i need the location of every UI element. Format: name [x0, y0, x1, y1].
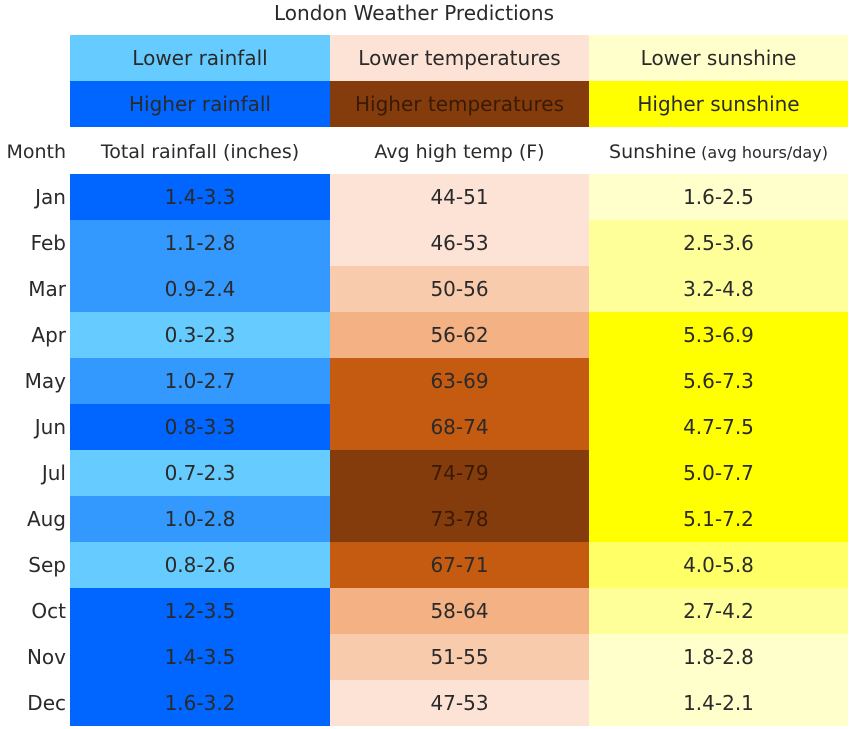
- rainfall-cell-may: 1.0-2.7: [70, 358, 330, 404]
- sunshine-cell-jun: 4.7-7.5: [589, 404, 848, 450]
- legend-low-sunshine: Lower sunshine: [589, 35, 848, 81]
- rainfall-cell-jun: 0.8-3.3: [70, 404, 330, 450]
- legend-high-temperature: Higher temperatures: [330, 81, 589, 127]
- rainfall-cell-sep: 0.8-2.6: [70, 542, 330, 588]
- column-header-month: Month: [6, 141, 66, 163]
- column-header-sunshine: Sunshine (avg hours/day): [589, 129, 848, 175]
- month-label-oct: Oct: [31, 599, 66, 623]
- sunshine-cell-sep: 4.0-5.8: [589, 542, 848, 588]
- rainfall-cell-feb: 1.1-2.8: [70, 220, 330, 266]
- temp-cell-nov: 51-55: [330, 634, 589, 680]
- month-label-jul: Jul: [41, 461, 66, 485]
- sunshine-header-label: Sunshine: [609, 141, 697, 163]
- month-label-apr: Apr: [31, 323, 66, 347]
- temp-cell-jun: 68-74: [330, 404, 589, 450]
- month-label-jan: Jan: [35, 185, 66, 209]
- rainfall-cell-oct: 1.2-3.5: [70, 588, 330, 634]
- temp-cell-aug: 73-78: [330, 496, 589, 542]
- month-label-may: May: [24, 369, 66, 393]
- column-header-temp: Avg high temp (F): [374, 141, 545, 163]
- rainfall-cell-dec: 1.6-3.2: [70, 680, 330, 726]
- sunshine-cell-aug: 5.1-7.2: [589, 496, 848, 542]
- temp-cell-dec: 47-53: [330, 680, 589, 726]
- temp-cell-sep: 67-71: [330, 542, 589, 588]
- rainfall-cell-apr: 0.3-2.3: [70, 312, 330, 358]
- sunshine-cell-may: 5.6-7.3: [589, 358, 848, 404]
- legend-low-temperature: Lower temperatures: [330, 35, 589, 81]
- sunshine-cell-nov: 1.8-2.8: [589, 634, 848, 680]
- column-header-rainfall: Total rainfall (inches): [100, 141, 300, 163]
- temp-cell-mar: 50-56: [330, 266, 589, 312]
- rainfall-cell-nov: 1.4-3.5: [70, 634, 330, 680]
- temp-cell-feb: 46-53: [330, 220, 589, 266]
- month-label-mar: Mar: [28, 277, 66, 301]
- sunshine-header-unit: (avg hours/day): [701, 142, 828, 162]
- month-label-jun: Jun: [34, 415, 66, 439]
- month-label-dec: Dec: [27, 691, 66, 715]
- rainfall-cell-jul: 0.7-2.3: [70, 450, 330, 496]
- chart-title: London Weather Predictions: [273, 1, 554, 25]
- legend-high-rainfall: Higher rainfall: [70, 81, 330, 127]
- sunshine-cell-mar: 3.2-4.8: [589, 266, 848, 312]
- month-label-nov: Nov: [26, 645, 66, 669]
- temp-cell-apr: 56-62: [330, 312, 589, 358]
- rainfall-cell-mar: 0.9-2.4: [70, 266, 330, 312]
- month-label-feb: Feb: [30, 231, 66, 255]
- sunshine-cell-dec: 1.4-2.1: [589, 680, 848, 726]
- rainfall-cell-aug: 1.0-2.8: [70, 496, 330, 542]
- month-label-sep: Sep: [28, 553, 66, 577]
- temp-cell-may: 63-69: [330, 358, 589, 404]
- legend-low-rainfall: Lower rainfall: [70, 35, 330, 81]
- temp-cell-jul: 74-79: [330, 450, 589, 496]
- legend-high-sunshine: Higher sunshine: [589, 81, 848, 127]
- sunshine-cell-jan: 1.6-2.5: [589, 174, 848, 220]
- sunshine-cell-oct: 2.7-4.2: [589, 588, 848, 634]
- rainfall-cell-jan: 1.4-3.3: [70, 174, 330, 220]
- temp-cell-jan: 44-51: [330, 174, 589, 220]
- month-label-aug: Aug: [26, 507, 66, 531]
- sunshine-cell-apr: 5.3-6.9: [589, 312, 848, 358]
- sunshine-cell-feb: 2.5-3.6: [589, 220, 848, 266]
- temp-cell-oct: 58-64: [330, 588, 589, 634]
- sunshine-cell-jul: 5.0-7.7: [589, 450, 848, 496]
